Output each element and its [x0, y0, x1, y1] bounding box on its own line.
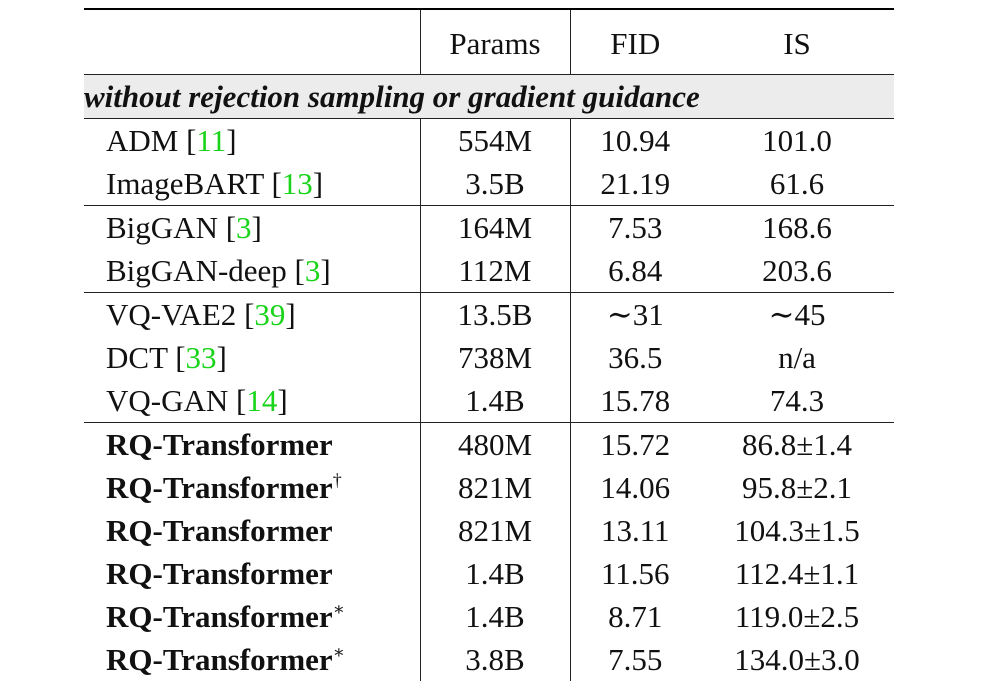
- method-superscript: ∗: [333, 642, 345, 662]
- citation-link[interactable]: 3: [236, 210, 252, 245]
- header-fid: FID: [570, 9, 700, 75]
- citation-link[interactable]: 3: [305, 253, 321, 288]
- fid-cell: 7.55: [570, 638, 700, 681]
- fid-cell: 10.94: [570, 119, 700, 163]
- params-cell: 1.4B: [420, 595, 570, 638]
- method-name: RQ-Transformer: [106, 513, 333, 548]
- method-cell: RQ-Transformer: [84, 423, 420, 467]
- method-cell: VQ-VAE2 [39]: [84, 293, 420, 337]
- method-cell: DCT [33]: [84, 336, 420, 379]
- method-name: VQ-VAE2: [106, 297, 236, 332]
- params-cell: 164M: [420, 206, 570, 250]
- params-cell: 112M: [420, 249, 570, 293]
- section-row: without rejection sampling or gradient g…: [84, 75, 894, 119]
- params-cell: 1.4B: [420, 379, 570, 423]
- fid-cell: 21.19: [570, 162, 700, 206]
- method-cell: RQ-Transformer: [84, 552, 420, 595]
- header-params: Params: [420, 9, 570, 75]
- citation-link[interactable]: 14: [246, 383, 277, 418]
- params-cell: 1.4B: [420, 552, 570, 595]
- is-cell: 203.6: [700, 249, 894, 293]
- is-cell: 104.3±1.5: [700, 509, 894, 552]
- header-method: [84, 9, 420, 75]
- table-body: without rejection sampling or gradient g…: [84, 75, 894, 681]
- method-name: RQ-Transformer: [106, 556, 333, 591]
- is-cell: 101.0: [700, 119, 894, 163]
- fid-cell: 13.11: [570, 509, 700, 552]
- params-cell: 13.5B: [420, 293, 570, 337]
- is-cell: ∼45: [700, 293, 894, 337]
- method-cell: ImageBART [13]: [84, 162, 420, 206]
- params-cell: 821M: [420, 509, 570, 552]
- is-cell: 95.8±2.1: [700, 466, 894, 509]
- is-cell: 61.6: [700, 162, 894, 206]
- fid-cell: 15.78: [570, 379, 700, 423]
- results-table: Params FID IS without rejection sampling…: [84, 8, 894, 681]
- is-cell: 74.3: [700, 379, 894, 423]
- section-title: without rejection sampling or gradient g…: [84, 75, 894, 119]
- method-cell: BigGAN [3]: [84, 206, 420, 250]
- method-name: ImageBART: [106, 166, 264, 201]
- method-cell: BigGAN-deep [3]: [84, 249, 420, 293]
- method-name: ADM: [106, 123, 178, 158]
- method-superscript: ∗: [333, 599, 345, 619]
- method-cell: RQ-Transformer†: [84, 466, 420, 509]
- is-cell: 112.4±1.1: [700, 552, 894, 595]
- is-cell: 119.0±2.5: [700, 595, 894, 638]
- citation-link[interactable]: 13: [282, 166, 313, 201]
- params-cell: 821M: [420, 466, 570, 509]
- fid-cell: 8.71: [570, 595, 700, 638]
- method-name: RQ-Transformer: [106, 427, 333, 462]
- method-cell: ADM [11]: [84, 119, 420, 163]
- is-cell: 86.8±1.4: [700, 423, 894, 467]
- fid-cell: 6.84: [570, 249, 700, 293]
- method-cell: RQ-Transformer∗: [84, 595, 420, 638]
- is-cell: 134.0±3.0: [700, 638, 894, 681]
- method-name: VQ-GAN: [106, 383, 228, 418]
- method-cell: RQ-Transformer: [84, 509, 420, 552]
- citation-link[interactable]: 39: [254, 297, 285, 332]
- fid-cell: 11.56: [570, 552, 700, 595]
- method-superscript: †: [333, 470, 342, 490]
- params-cell: 554M: [420, 119, 570, 163]
- header-row: Params FID IS: [84, 9, 894, 75]
- method-name: RQ-Transformer: [106, 599, 333, 634]
- is-cell: n/a: [700, 336, 894, 379]
- method-name: RQ-Transformer: [106, 470, 333, 505]
- params-cell: 480M: [420, 423, 570, 467]
- header-is: IS: [700, 9, 894, 75]
- params-cell: 3.5B: [420, 162, 570, 206]
- method-name: DCT: [106, 340, 167, 375]
- is-cell: 168.6: [700, 206, 894, 250]
- table-row: VQ-VAE2 [39]13.5B∼31∼45: [84, 293, 894, 337]
- method-name: BigGAN: [106, 210, 218, 245]
- method-cell: RQ-Transformer∗: [84, 638, 420, 681]
- fid-cell: 7.53: [570, 206, 700, 250]
- method-cell: VQ-GAN [14]: [84, 379, 420, 423]
- method-name: BigGAN-deep: [106, 253, 287, 288]
- fid-cell: 36.5: [570, 336, 700, 379]
- fid-cell: ∼31: [570, 293, 700, 337]
- citation-link[interactable]: 33: [186, 340, 217, 375]
- citation-link[interactable]: 11: [196, 123, 226, 158]
- fid-cell: 15.72: [570, 423, 700, 467]
- params-cell: 3.8B: [420, 638, 570, 681]
- params-cell: 738M: [420, 336, 570, 379]
- method-name: RQ-Transformer: [106, 642, 333, 677]
- fid-cell: 14.06: [570, 466, 700, 509]
